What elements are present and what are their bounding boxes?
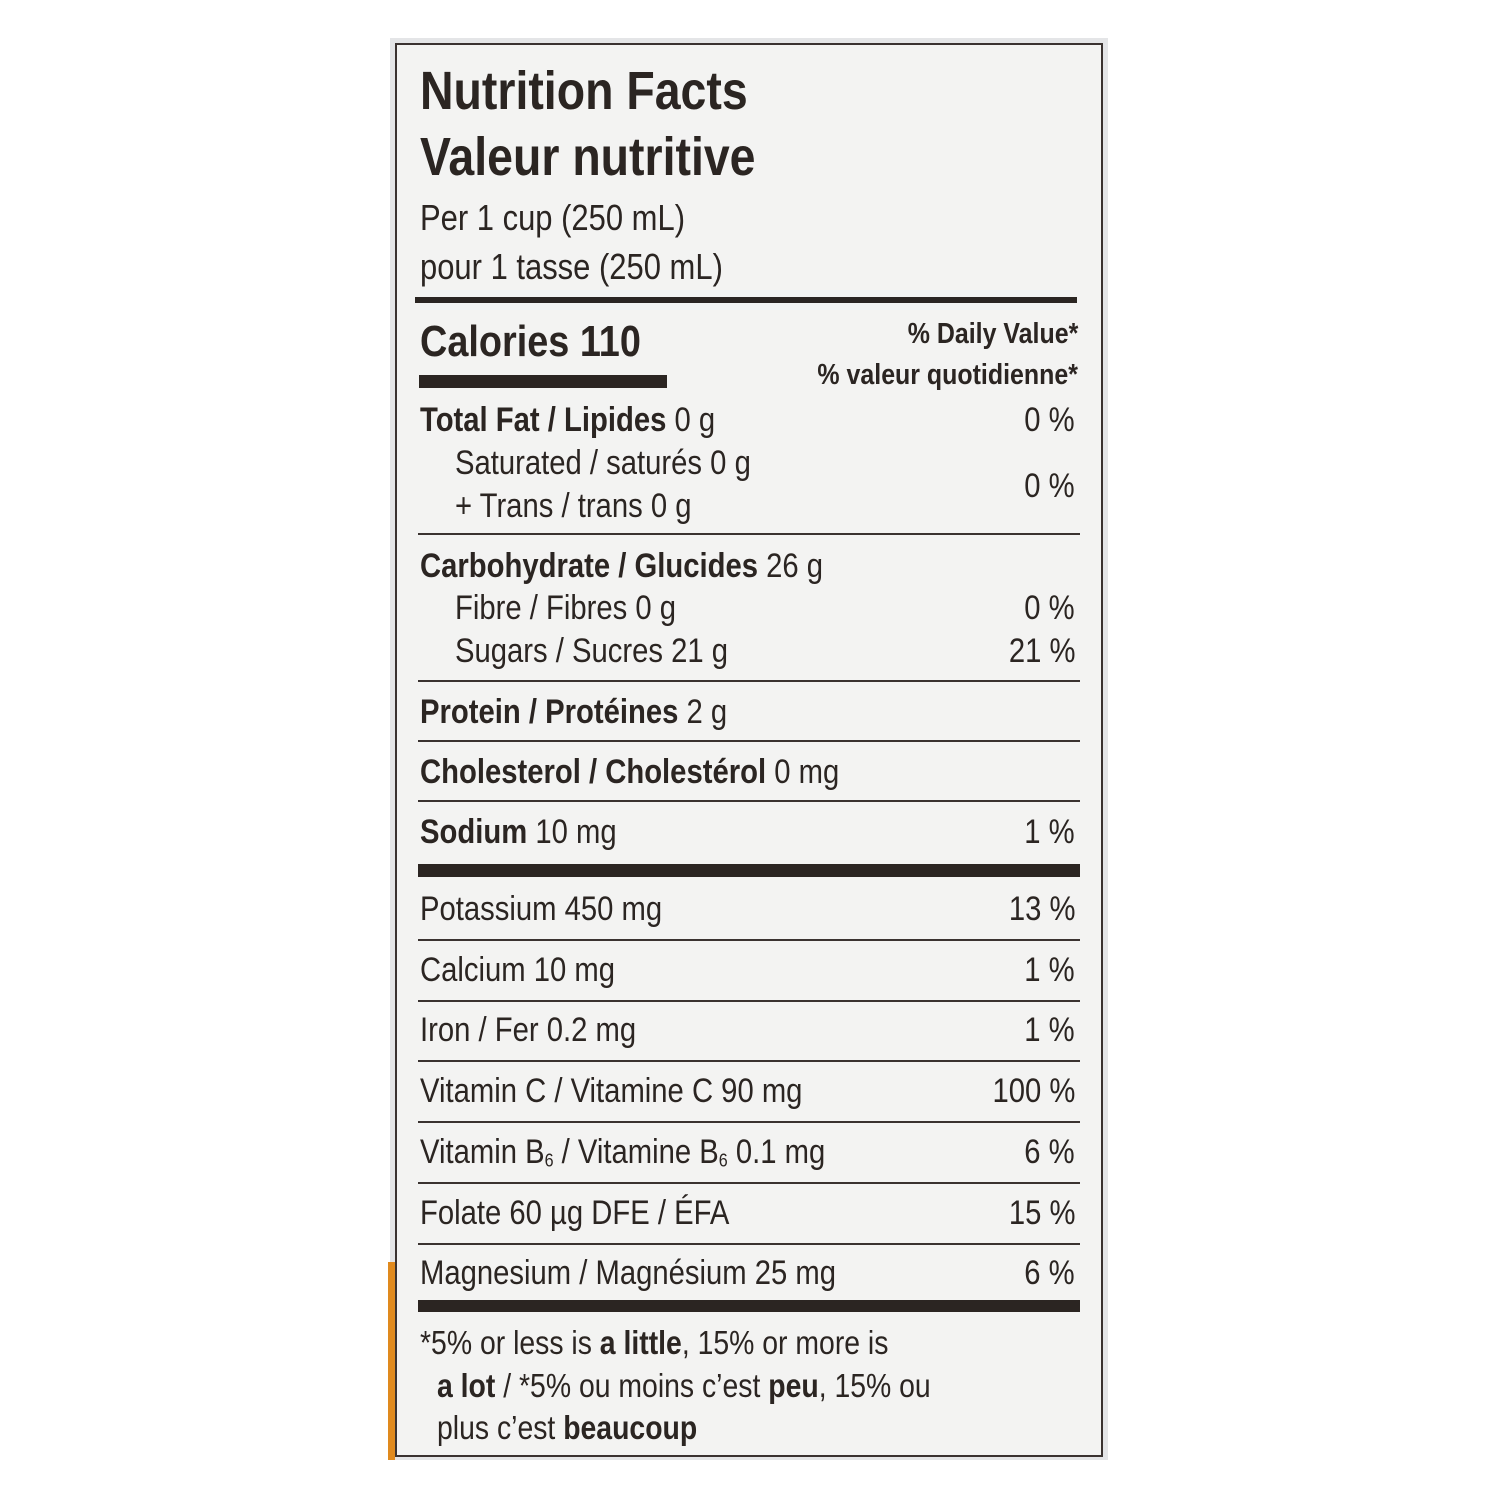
nutrient: Vitamin C / Vitamine C 90 mg bbox=[420, 1072, 803, 1111]
row: Sodium 10 mg bbox=[420, 815, 617, 849]
nutrient: Cholesterol / Cholestérol bbox=[420, 753, 767, 791]
dv: 15 % bbox=[1008, 1193, 1075, 1232]
nutrient: Sodium bbox=[420, 813, 528, 851]
text: beaucoup bbox=[563, 1409, 698, 1446]
calories: Calories 110 bbox=[420, 317, 641, 366]
rule bbox=[418, 1242, 1080, 1245]
row: Cholesterol / Cholestérol 0 mg bbox=[420, 755, 839, 789]
text: *5% or less is bbox=[420, 1324, 600, 1361]
text: a lot bbox=[437, 1367, 496, 1404]
rule bbox=[418, 1300, 1080, 1312]
nutrient: Saturated / saturés 0 g bbox=[455, 444, 751, 482]
nutrient: Magnesium / Magnésium 25 mg bbox=[420, 1254, 837, 1293]
dv: 1 % bbox=[1024, 950, 1075, 989]
footnote-line: a lot / *5% ou moins c’est peu, 15% ou bbox=[437, 1369, 931, 1402]
text: 0.1 mg bbox=[727, 1132, 826, 1171]
rule bbox=[415, 297, 1077, 303]
serving-fr: pour 1 tasse (250 mL) bbox=[420, 246, 723, 287]
dv: 21 % bbox=[1008, 632, 1075, 670]
nutrient: Calcium 10 mg bbox=[420, 950, 616, 989]
text: / *5% ou moins c’est bbox=[495, 1367, 769, 1404]
subscript: 6 bbox=[544, 1149, 554, 1171]
dv-header-fr: % valeur quotidienne* bbox=[817, 359, 1078, 391]
rule bbox=[419, 375, 667, 388]
subscript: 6 bbox=[718, 1149, 728, 1171]
package-color bbox=[388, 1262, 395, 1460]
nutrition-label bbox=[395, 43, 1103, 1457]
rule bbox=[418, 800, 1080, 802]
title-fr: Valeur nutritive bbox=[420, 127, 756, 187]
footnote-line: plus c’est beaucoup bbox=[437, 1411, 697, 1444]
rule bbox=[418, 999, 1080, 1002]
footnote-line: *5% or less is a little, 15% or more is bbox=[420, 1326, 888, 1359]
nutrient: Iron / Fer 0.2 mg bbox=[420, 1011, 637, 1050]
rule bbox=[418, 680, 1080, 682]
rule bbox=[418, 533, 1080, 535]
nutrient: Carbohydrate / Glucides bbox=[420, 547, 758, 585]
title: Nutrition Facts bbox=[420, 61, 748, 121]
dv: 1 % bbox=[1024, 1011, 1075, 1050]
dv: 0 % bbox=[1024, 467, 1075, 505]
nutrient: Protein / Protéines bbox=[420, 693, 679, 731]
dv: 1 % bbox=[1024, 813, 1075, 851]
nutrient: Total Fat / Lipides bbox=[420, 401, 667, 439]
rule bbox=[418, 939, 1080, 941]
nutrient: + Trans / trans 0 g bbox=[455, 487, 692, 525]
rule bbox=[418, 864, 1080, 877]
text: / Vitamine B bbox=[553, 1132, 719, 1171]
amount: 0 mg bbox=[774, 753, 840, 791]
amount: 26 g bbox=[766, 547, 824, 585]
text: plus c’est bbox=[437, 1409, 564, 1446]
text: , 15% ou bbox=[818, 1367, 931, 1404]
dv: 0 % bbox=[1024, 589, 1075, 627]
dv: 6 % bbox=[1024, 1132, 1075, 1171]
dv: 6 % bbox=[1024, 1254, 1075, 1293]
amount: 10 mg bbox=[535, 813, 617, 851]
dv: 100 % bbox=[992, 1072, 1075, 1111]
nutrient: Vitamin B6 / Vitamine B6 0.1 mg bbox=[420, 1132, 826, 1171]
row: Protein / Protéines 2 g bbox=[420, 695, 727, 729]
dv-header: % Daily Value* bbox=[907, 318, 1078, 350]
text: , 15% or more is bbox=[681, 1324, 889, 1361]
text: a little bbox=[599, 1324, 682, 1361]
nutrient: Potassium 450 mg bbox=[420, 890, 663, 928]
rule bbox=[418, 740, 1080, 742]
rule bbox=[418, 1121, 1080, 1124]
row: Total Fat / Lipides 0 g bbox=[420, 403, 715, 437]
amount: 2 g bbox=[686, 693, 728, 731]
amount: 0 g bbox=[674, 401, 716, 439]
text: Vitamin B bbox=[420, 1132, 545, 1171]
dv: 0 % bbox=[1024, 401, 1075, 439]
serving: Per 1 cup (250 mL) bbox=[420, 197, 686, 238]
rule bbox=[418, 1060, 1080, 1063]
text: peu bbox=[768, 1367, 819, 1404]
nutrient: Folate 60 µg DFE / ÉFA bbox=[420, 1193, 730, 1232]
nutrient: Fibre / Fibres 0 g bbox=[455, 589, 677, 627]
nutrient: Sugars / Sucres 21 g bbox=[455, 632, 729, 670]
dv: 13 % bbox=[1008, 890, 1075, 928]
rule bbox=[418, 1181, 1080, 1184]
row: Carbohydrate / Glucides 26 g bbox=[420, 549, 823, 583]
